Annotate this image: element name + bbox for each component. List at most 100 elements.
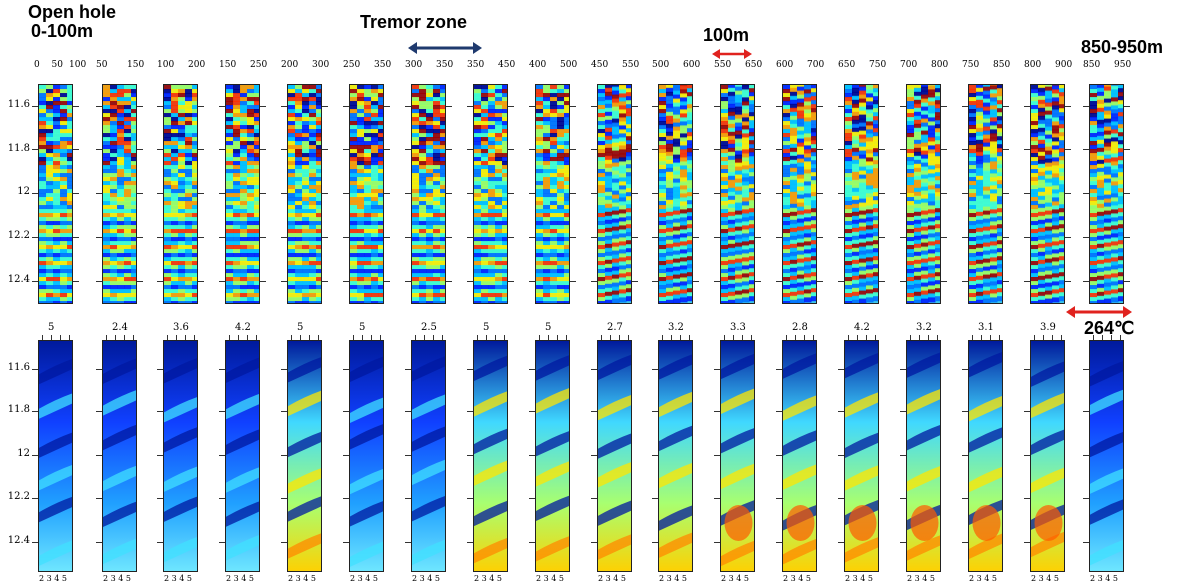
depth-tick-mark (1003, 106, 1009, 107)
depth-tick-mark (817, 193, 823, 194)
x-tick-mark (1061, 335, 1062, 340)
depth-tick-mark (405, 498, 411, 499)
depth-tick-mark (714, 106, 720, 107)
depth-tick-mark (281, 411, 287, 412)
depth-tick-mark (529, 411, 535, 412)
top-range-tick-label: 700 (900, 60, 918, 70)
depth-tick-mark (652, 237, 658, 238)
depth-tick-mark (529, 498, 535, 499)
depth-tick-mark (591, 149, 597, 150)
depth-tick-mark (198, 149, 204, 150)
depth-tick-mark (198, 106, 204, 107)
depth-tick-mark (198, 193, 204, 194)
panel-value-label: 3.9 (1040, 322, 1056, 333)
x-tick-mark (662, 335, 663, 340)
depth-tick-mark (157, 106, 163, 107)
x-tick-mark (928, 335, 929, 340)
depth-tick-mark (838, 237, 844, 238)
depth-tick-mark (137, 193, 143, 194)
depth-tick-mark (714, 149, 720, 150)
depth-tick-mark (900, 281, 906, 282)
top-range-tick-label: 950 (1114, 60, 1132, 70)
depth-tick-mark (343, 149, 349, 150)
depth-tick-mark (157, 281, 163, 282)
depth-tick-mark (755, 281, 761, 282)
depth-tick-mark (591, 542, 597, 543)
x-tick-mark (433, 335, 434, 340)
depth-tick-mark (137, 281, 143, 282)
panel-value-label: 5 (48, 322, 55, 333)
depth-tick-mark (73, 106, 79, 107)
spectral-panel (1030, 340, 1065, 572)
depth-tick-mark (941, 149, 947, 150)
top-range-tick-label: 450 (591, 60, 609, 70)
seismic-section-panel (411, 84, 446, 304)
depth-tick-mark (281, 237, 287, 238)
depth-tick-mark (96, 369, 102, 370)
depth-tick-mark (219, 455, 225, 456)
depth-tick-mark (343, 193, 349, 194)
depth-tick-mark (1083, 455, 1089, 456)
seismic-section-panel (658, 84, 693, 304)
bottom-axis-tick-labels: 2 3 4 5 (845, 574, 873, 583)
depth-tick-mark (838, 498, 844, 499)
seismic-section-panel (968, 84, 1003, 304)
depth-tick-mark (281, 149, 287, 150)
depth-tick-mark (1124, 237, 1130, 238)
depth-tick-mark (962, 106, 968, 107)
depth-tick-mark (962, 369, 968, 370)
depth-tick-mark (1003, 193, 1009, 194)
top-range-tick-label: 850 (1083, 60, 1101, 70)
depth-tick-mark (73, 237, 79, 238)
depth-tick-mark (900, 106, 906, 107)
x-tick-mark (724, 335, 725, 340)
x-tick-mark (857, 335, 858, 340)
depth-label-top-11.8: 11.8 (7, 143, 30, 154)
spectral-panel (720, 340, 755, 572)
x-tick-mark (124, 335, 125, 340)
top-range-tick-label: 50 (96, 60, 108, 70)
x-tick-mark (300, 335, 301, 340)
depth-tick-mark (467, 455, 473, 456)
depth-tick-mark (838, 411, 844, 412)
depth-tick-mark (941, 106, 947, 107)
depth-tick-mark (652, 542, 658, 543)
spectral-panel (102, 340, 137, 572)
bottom-axis-tick-labels: 2 3 4 5 (1031, 574, 1059, 583)
depth-tick-mark (1083, 542, 1089, 543)
depth-tick-mark (838, 193, 844, 194)
top-range-tick-label: 150 (219, 60, 237, 70)
seismic-section-panel (906, 84, 941, 304)
depth-tick-mark (941, 281, 947, 282)
depth-tick-mark (322, 237, 328, 238)
depth-label-top-12.4: 12.4 (7, 274, 30, 285)
depth-tick-mark (322, 106, 328, 107)
x-tick-mark (848, 335, 849, 340)
x-tick-mark (309, 335, 310, 340)
depth-tick-mark (73, 149, 79, 150)
depth-tick-mark (1083, 369, 1089, 370)
depth-tick-mark (32, 237, 38, 238)
depth-tick-mark (591, 193, 597, 194)
depth-tick-mark (219, 193, 225, 194)
depth-tick-mark (260, 237, 266, 238)
depth-tick-mark (776, 237, 782, 238)
x-tick-mark (866, 335, 867, 340)
depth-tick-mark (281, 542, 287, 543)
depth-tick-mark (591, 106, 597, 107)
depth-tick-mark (570, 106, 576, 107)
depth-tick-mark (157, 237, 163, 238)
x-tick-mark (1111, 335, 1112, 340)
x-tick-mark (1052, 335, 1053, 340)
depth-tick-mark (384, 193, 390, 194)
seismic-section-panel (349, 84, 384, 304)
depth-tick-mark (1083, 281, 1089, 282)
x-tick-mark (1043, 335, 1044, 340)
depth-tick-mark (570, 149, 576, 150)
top-range-tick-label: 800 (1024, 60, 1042, 70)
depth-tick-mark (1024, 542, 1030, 543)
depth-tick-mark (529, 455, 535, 456)
depth-tick-mark (962, 498, 968, 499)
x-tick-mark (238, 335, 239, 340)
x-tick-mark (133, 335, 134, 340)
